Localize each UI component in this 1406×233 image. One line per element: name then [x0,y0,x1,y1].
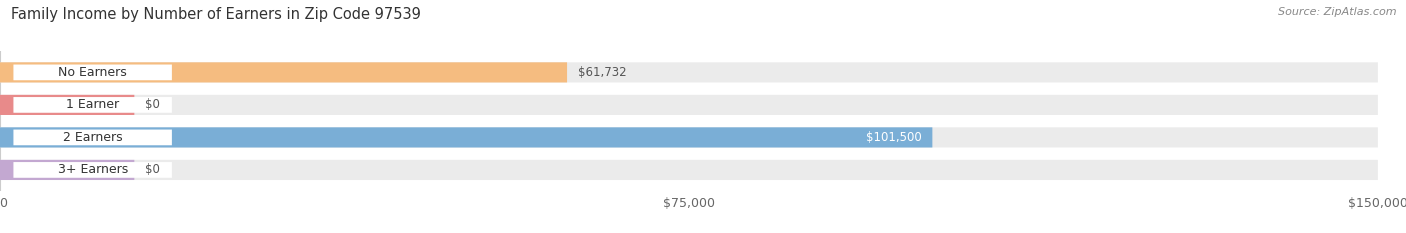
Text: 2 Earners: 2 Earners [63,131,122,144]
Text: Family Income by Number of Earners in Zip Code 97539: Family Income by Number of Earners in Zi… [11,7,422,22]
FancyBboxPatch shape [0,127,1378,147]
FancyBboxPatch shape [0,95,135,115]
Text: Source: ZipAtlas.com: Source: ZipAtlas.com [1278,7,1396,17]
Text: No Earners: No Earners [58,66,127,79]
Text: 1 Earner: 1 Earner [66,98,120,111]
Text: $101,500: $101,500 [866,131,921,144]
FancyBboxPatch shape [0,160,135,180]
Text: 3+ Earners: 3+ Earners [58,163,128,176]
FancyBboxPatch shape [0,62,1378,82]
FancyBboxPatch shape [0,95,1378,115]
Text: $0: $0 [145,163,160,176]
Text: $61,732: $61,732 [578,66,627,79]
FancyBboxPatch shape [0,127,932,147]
FancyBboxPatch shape [14,65,172,80]
FancyBboxPatch shape [14,97,172,113]
FancyBboxPatch shape [14,130,172,145]
FancyBboxPatch shape [0,160,1378,180]
Text: $0: $0 [145,98,160,111]
FancyBboxPatch shape [14,162,172,178]
FancyBboxPatch shape [0,62,567,82]
